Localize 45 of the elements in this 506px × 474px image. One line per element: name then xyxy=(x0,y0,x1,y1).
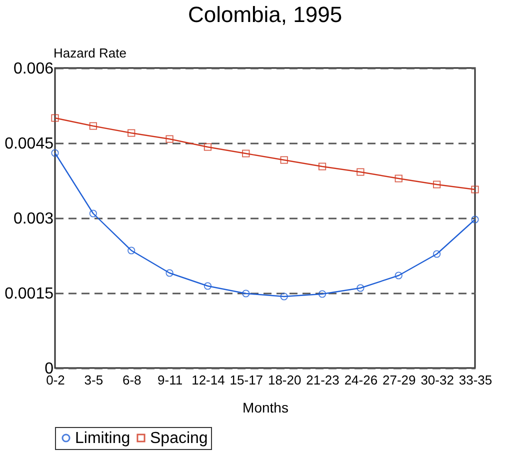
point xyxy=(128,246,136,254)
chart-title: Colombia, 1995 xyxy=(188,2,342,27)
x-tick-label: 0-2 xyxy=(46,372,65,388)
point xyxy=(433,250,441,258)
x-tick-label: 33-35 xyxy=(458,372,492,388)
y-axis-title: Hazard Rate xyxy=(54,46,126,60)
point xyxy=(204,143,212,151)
x-tick-label: 21-23 xyxy=(306,372,340,388)
x-tick-label: 30-32 xyxy=(420,372,454,388)
point xyxy=(51,149,59,157)
x-tick-label: 3-5 xyxy=(84,372,104,388)
point xyxy=(471,216,479,224)
legend-label: Spacing xyxy=(150,430,208,447)
point xyxy=(280,156,288,164)
point xyxy=(394,272,402,280)
point xyxy=(356,168,364,176)
point xyxy=(166,269,174,277)
x-tick-label: 27-29 xyxy=(382,372,416,388)
point xyxy=(280,292,288,300)
point xyxy=(89,122,97,130)
point xyxy=(242,150,250,158)
x-tick-label: 18-20 xyxy=(268,372,302,388)
y-tick-label: 0.0045 xyxy=(4,136,54,152)
point xyxy=(394,174,402,182)
y-tick-label: 0.003 xyxy=(13,210,54,228)
point xyxy=(128,129,136,137)
y-tick-label: 0.006 xyxy=(13,60,54,78)
point xyxy=(204,282,212,290)
point xyxy=(318,290,326,298)
x-tick-label: 15-17 xyxy=(230,372,264,388)
point xyxy=(89,210,97,218)
x-tick-label: 24-26 xyxy=(344,372,378,388)
point xyxy=(242,290,250,298)
legend-label: Limiting xyxy=(75,430,130,447)
point xyxy=(471,186,479,194)
point xyxy=(51,114,59,122)
x-tick-label: 9-11 xyxy=(158,372,183,388)
point xyxy=(433,180,441,188)
x-tick-label: 12-14 xyxy=(192,372,225,388)
y-tick-label: 0.0015 xyxy=(4,286,54,302)
x-tick-label: 6-8 xyxy=(122,372,142,388)
point xyxy=(318,162,326,170)
x-axis-title: Months xyxy=(242,400,288,416)
point xyxy=(356,284,364,292)
point xyxy=(166,135,174,143)
